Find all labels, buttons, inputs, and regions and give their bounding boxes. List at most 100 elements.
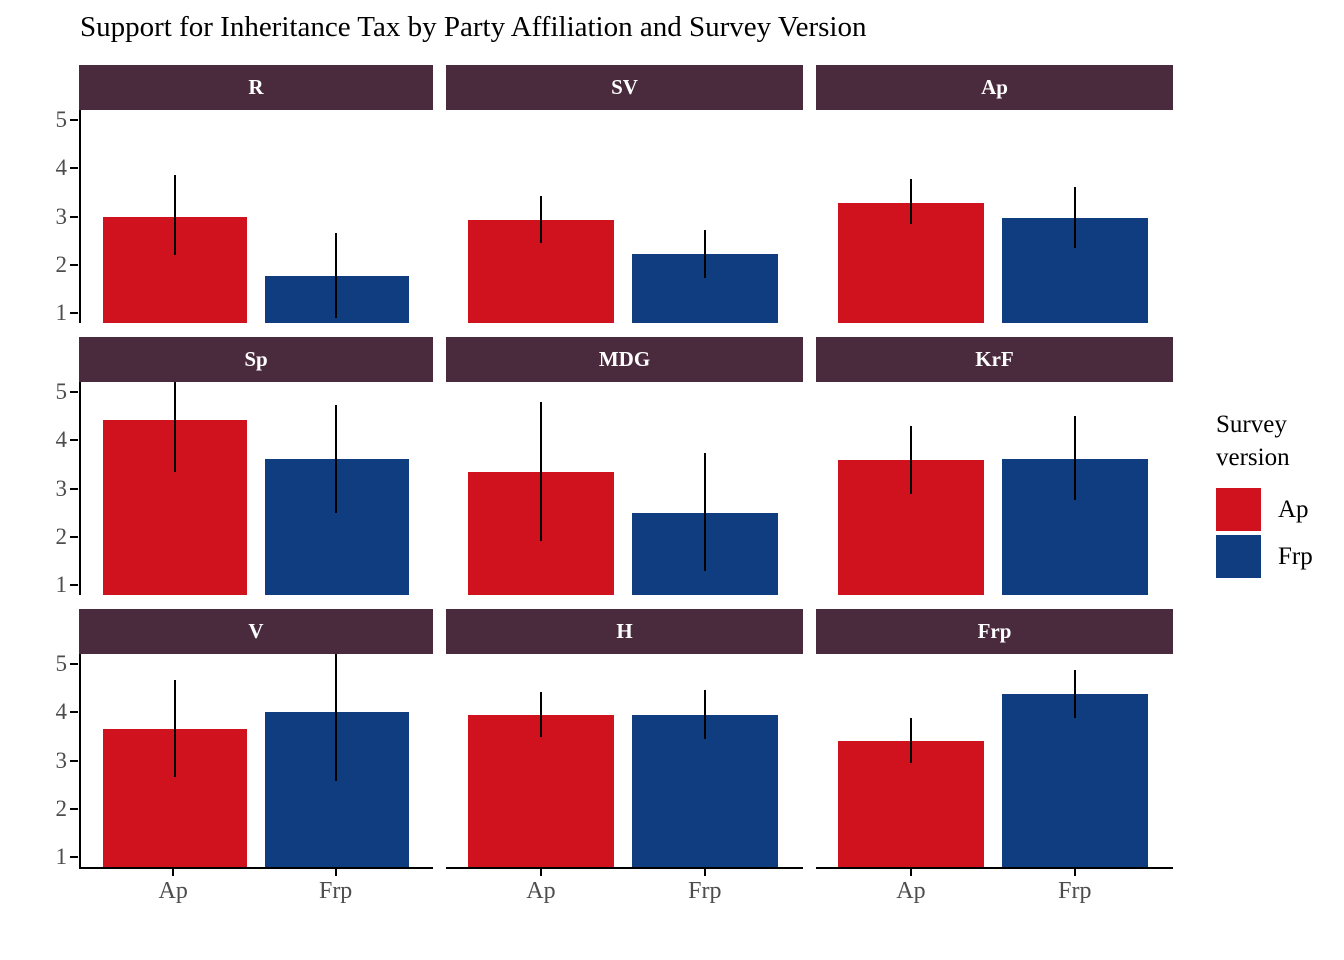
legend: Survey version Ap Frp bbox=[1216, 408, 1328, 581]
error-bar-ap bbox=[909, 718, 912, 763]
facet-strip-label: Ap bbox=[981, 75, 1008, 99]
error-bar-frp bbox=[703, 453, 706, 571]
y-axis-tick-label: 5 bbox=[55, 106, 68, 132]
facet-strip-label: R bbox=[248, 75, 264, 99]
facet-strip: KrF bbox=[816, 337, 1173, 382]
y-axis-tick-label: 3 bbox=[55, 203, 68, 229]
facet-panel bbox=[446, 110, 803, 323]
legend-key-frp: Frp bbox=[1216, 534, 1328, 579]
facet-panel bbox=[816, 654, 1173, 869]
bar-ap bbox=[468, 714, 615, 867]
x-axis-tick-label: Frp bbox=[1058, 878, 1092, 904]
y-axis-tick bbox=[70, 215, 78, 218]
y-axis-tick bbox=[70, 584, 78, 587]
error-bar-ap bbox=[539, 196, 542, 244]
error-bar-frp bbox=[335, 233, 338, 319]
legend-keys: Ap Frp bbox=[1216, 487, 1328, 579]
y-axis-tick-label: 3 bbox=[55, 747, 68, 773]
facet-strip: SV bbox=[446, 65, 803, 110]
facet-Sp: Sp 5 4 3 2 1 bbox=[56, 337, 433, 597]
y-axis-tick-label: 2 bbox=[55, 251, 68, 277]
error-bar-ap bbox=[173, 679, 176, 778]
y-axis-tick-label: 1 bbox=[55, 572, 68, 598]
error-bar-frp bbox=[703, 229, 706, 279]
bar-frp bbox=[1002, 694, 1149, 867]
x-axis-tick bbox=[909, 869, 912, 876]
legend-key-label: Ap bbox=[1278, 495, 1309, 523]
error-bar-frp bbox=[1073, 187, 1076, 248]
facet-grid: R 5 4 3 2 1 SV Ap Sp 5 4 3 2 1 MDG KrF V 5 4 3 2 1 Ap Frp H Ap Frp… bbox=[56, 65, 1173, 909]
facet-strip-label: KrF bbox=[975, 347, 1014, 371]
x-axis-tick bbox=[1073, 869, 1076, 876]
y-axis-tick bbox=[70, 312, 78, 315]
y-axis-tick bbox=[70, 711, 78, 714]
y-axis-tick-label: 5 bbox=[55, 650, 68, 676]
facet-panel bbox=[816, 382, 1173, 595]
facet-panel bbox=[446, 382, 803, 595]
legend-title: Survey version bbox=[1216, 411, 1290, 471]
y-axis-tick bbox=[70, 390, 78, 393]
facet-strip-label: Sp bbox=[244, 347, 268, 371]
facet-H: H Ap Frp bbox=[446, 609, 803, 909]
y-axis-tick-label: 1 bbox=[55, 844, 68, 870]
facet-panel bbox=[79, 110, 433, 323]
facet-strip: Frp bbox=[816, 609, 1173, 654]
facet-strip-label: SV bbox=[611, 75, 638, 99]
error-bar-ap bbox=[909, 178, 912, 224]
facet-MDG: MDG bbox=[446, 337, 803, 595]
facet-panel bbox=[446, 654, 803, 869]
error-bar-ap bbox=[539, 691, 542, 738]
y-axis-tick-label: 2 bbox=[55, 795, 68, 821]
facet-SV: SV bbox=[446, 65, 803, 323]
error-bar-frp bbox=[335, 654, 338, 782]
x-axis-tick-label: Frp bbox=[688, 878, 722, 904]
y-axis-tick bbox=[70, 662, 78, 665]
facet-strip: MDG bbox=[446, 337, 803, 382]
facet-Ap: Ap bbox=[816, 65, 1173, 323]
facet-strip: Sp bbox=[79, 337, 433, 382]
facet-Frp: Frp Ap Frp bbox=[816, 609, 1173, 909]
facet-panel bbox=[816, 110, 1173, 323]
facet-KrF: KrF bbox=[816, 337, 1173, 595]
y-axis-tick-label: 3 bbox=[55, 475, 68, 501]
y-axis-tick bbox=[70, 856, 78, 859]
x-axis-tick bbox=[539, 869, 542, 876]
y-axis-tick bbox=[70, 487, 78, 490]
y-axis-tick bbox=[70, 535, 78, 538]
x-axis-tick-label: Frp bbox=[318, 878, 353, 904]
y-axis-tick-label: 4 bbox=[55, 699, 68, 725]
error-bar-ap bbox=[173, 175, 176, 256]
x-axis: Ap Frp bbox=[446, 869, 803, 909]
x-axis-tick bbox=[334, 869, 337, 876]
x-axis-tick-label: Ap bbox=[158, 878, 188, 904]
y-axis-tick bbox=[70, 118, 78, 121]
x-axis-tick bbox=[172, 869, 175, 876]
error-bar-frp bbox=[703, 690, 706, 740]
x-axis-tick-label: Ap bbox=[526, 878, 556, 904]
facet-V: V 5 4 3 2 1 Ap Frp bbox=[56, 609, 433, 909]
facet-strip-label: Frp bbox=[977, 619, 1012, 643]
legend-swatch-frp bbox=[1216, 535, 1261, 578]
bar-frp bbox=[632, 715, 779, 867]
error-bar-frp bbox=[1073, 415, 1076, 500]
facet-strip: Ap bbox=[816, 65, 1173, 110]
facet-panel bbox=[79, 654, 433, 869]
facet-strip-label: H bbox=[616, 619, 633, 643]
legend-key-ap: Ap bbox=[1216, 487, 1328, 532]
error-bar-ap bbox=[173, 382, 176, 472]
facet-strip: V bbox=[79, 609, 433, 654]
y-axis-tick-label: 2 bbox=[55, 523, 68, 549]
y-axis-tick bbox=[70, 759, 78, 762]
y-axis-tick bbox=[70, 263, 78, 266]
facet-panel bbox=[79, 382, 433, 595]
y-axis-tick-label: 1 bbox=[55, 300, 68, 326]
error-bar-ap bbox=[909, 425, 912, 495]
error-bar-frp bbox=[1073, 669, 1076, 719]
x-axis: Ap Frp bbox=[79, 869, 433, 909]
facet-strip-label: V bbox=[248, 619, 264, 643]
y-axis-tick-label: 5 bbox=[55, 378, 68, 404]
x-axis-tick bbox=[703, 869, 706, 876]
chart-title: Support for Inheritance Tax by Party Aff… bbox=[80, 11, 867, 43]
y-axis-tick-label: 4 bbox=[55, 427, 68, 453]
